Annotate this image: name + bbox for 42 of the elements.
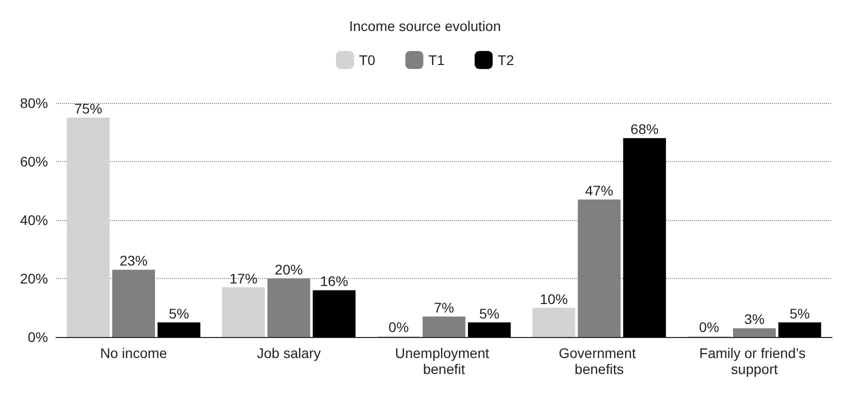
- legend-label: T1: [428, 52, 445, 68]
- data-label: 5%: [168, 305, 190, 322]
- y-tick-label: 60%: [20, 154, 48, 170]
- y-tick-label: 0%: [28, 329, 48, 345]
- data-label: 47%: [585, 182, 614, 199]
- data-label: 10%: [540, 290, 568, 307]
- y-tick-label: 80%: [20, 95, 48, 111]
- bar: [422, 316, 466, 337]
- data-label: 75%: [74, 100, 102, 117]
- data-label: 5%: [790, 305, 810, 322]
- data-label: 0%: [388, 319, 409, 335]
- x-tick-label: No income: [100, 345, 168, 361]
- y-tick-label: 20%: [20, 270, 48, 286]
- data-label: 16%: [320, 273, 348, 290]
- data-label: 17%: [229, 270, 258, 286]
- legend-label: T2: [498, 52, 514, 68]
- bar: [468, 322, 511, 337]
- data-label: 5%: [479, 305, 500, 322]
- bar: [222, 287, 265, 337]
- y-tick-label: 40%: [20, 212, 48, 228]
- bar: [267, 278, 310, 337]
- bar: [158, 322, 200, 337]
- data-label: 68%: [630, 121, 659, 138]
- bar: [778, 322, 822, 337]
- bar: [66, 118, 110, 337]
- data-label: 20%: [274, 262, 303, 278]
- data-label: 23%: [120, 252, 148, 269]
- legend-label: T0: [358, 52, 376, 68]
- x-tick-label: Job salary: [256, 345, 321, 361]
- chart-title: Income source evolution: [349, 18, 501, 34]
- bar: [312, 290, 356, 337]
- data-label: 0%: [698, 319, 720, 335]
- bar: [733, 328, 776, 337]
- bar: [532, 308, 576, 337]
- x-tick-label: Government benefits: [558, 345, 640, 377]
- x-tick-label: Family or friend’s support: [699, 345, 810, 377]
- x-tick-label: Unemployment benefit: [394, 345, 494, 377]
- data-label: 7%: [434, 300, 454, 316]
- bar: [623, 138, 666, 337]
- data-label: 3%: [744, 311, 765, 328]
- bar: [578, 200, 621, 337]
- bar: [112, 270, 155, 337]
